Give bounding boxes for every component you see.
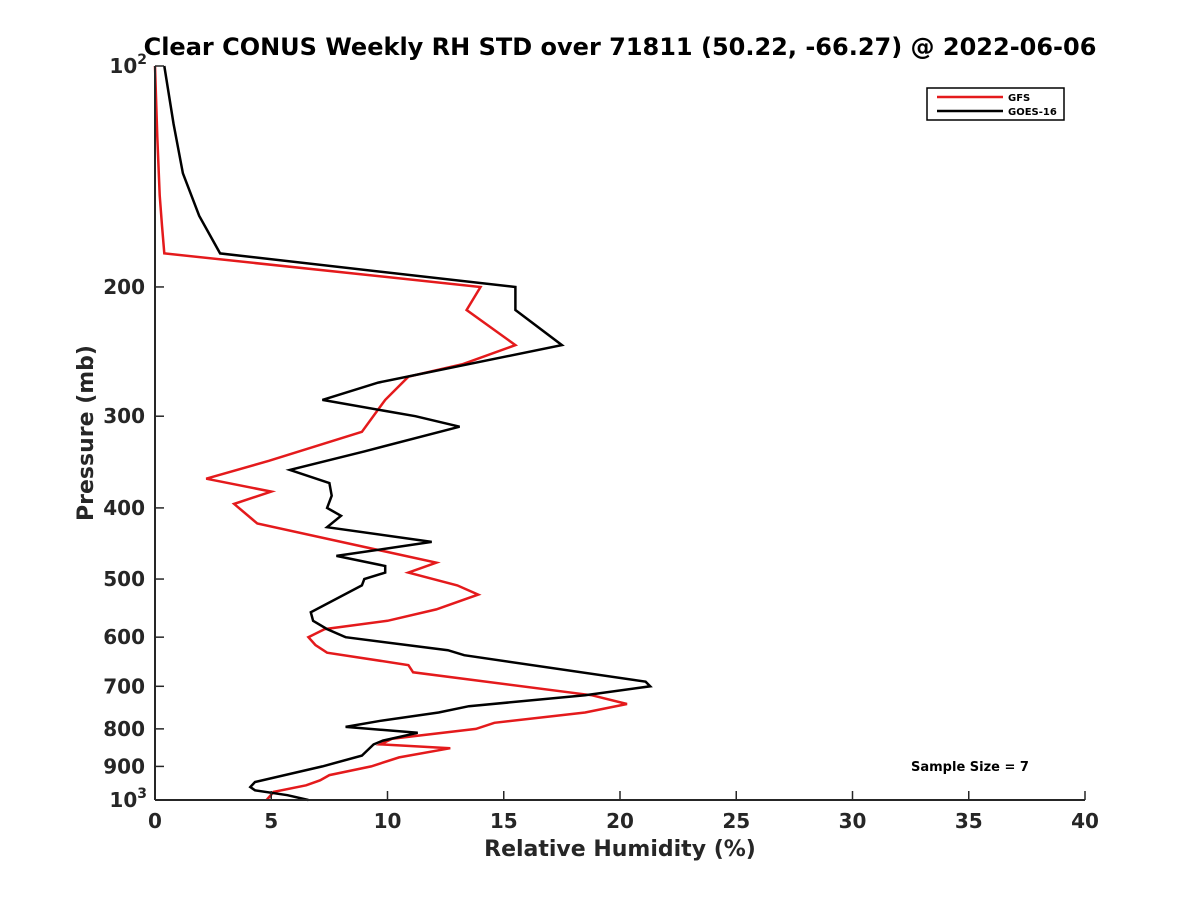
y-tick-label: 200 bbox=[103, 275, 145, 299]
x-tick-label: 10 bbox=[374, 809, 402, 833]
legend-label-gfs: GFS bbox=[1008, 93, 1030, 104]
x-tick-label: 15 bbox=[490, 809, 518, 833]
x-axis-label: Relative Humidity (%) bbox=[484, 837, 756, 862]
y-tick-label: 900 bbox=[103, 754, 145, 778]
x-tick-label: 25 bbox=[722, 809, 750, 833]
x-tick-label: 5 bbox=[264, 809, 278, 833]
x-tick-label: 30 bbox=[839, 809, 867, 833]
x-axis-ticks: 0 5 10 15 20 25 30 35 40 bbox=[148, 791, 1099, 833]
chart-title: Clear CONUS Weekly RH STD over 71811 (50… bbox=[144, 33, 1097, 61]
y-tick-label: 400 bbox=[103, 496, 145, 520]
plot-lines bbox=[153, 65, 653, 802]
series-line-goes16 bbox=[163, 65, 653, 802]
x-tick-label: 0 bbox=[148, 809, 162, 833]
series-line-gfs bbox=[153, 65, 628, 801]
legend-label-goes16: GOES-16 bbox=[1008, 107, 1057, 118]
y-tick-label: 103 bbox=[109, 786, 147, 812]
x-tick-label: 20 bbox=[606, 809, 634, 833]
y-tick-label: 700 bbox=[103, 674, 145, 698]
y-tick-label: 102 bbox=[109, 52, 147, 78]
y-tick-label: 600 bbox=[103, 625, 145, 649]
legend-box bbox=[926, 87, 1065, 121]
y-tick-label: 500 bbox=[103, 567, 145, 591]
y-axis-ticks: 102 200 300 400 500 600 700 800 900 103 bbox=[103, 52, 164, 812]
y-axis-label: Pressure (mb) bbox=[74, 345, 99, 521]
legend: GFS GOES-16 bbox=[926, 87, 1065, 121]
x-tick-label: 35 bbox=[955, 809, 983, 833]
x-tick-label: 40 bbox=[1071, 809, 1099, 833]
sample-size-annotation: Sample Size = 7 bbox=[911, 760, 1029, 775]
y-tick-label: 300 bbox=[103, 404, 145, 428]
y-tick-label: 800 bbox=[103, 717, 145, 741]
